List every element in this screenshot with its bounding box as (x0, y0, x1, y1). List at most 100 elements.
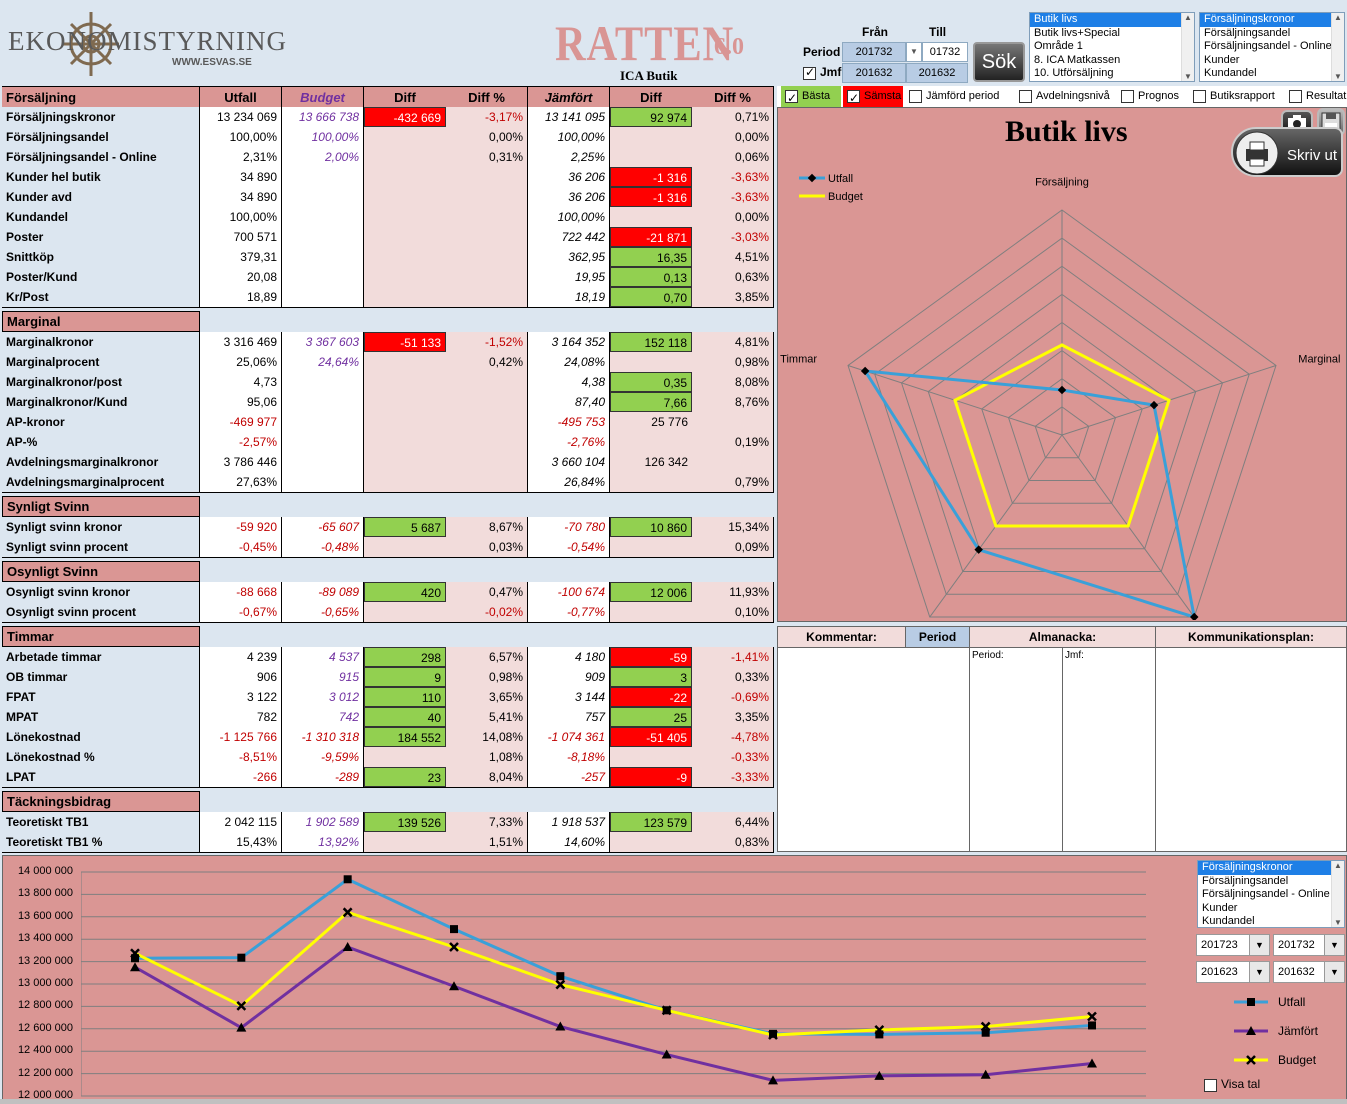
cell-jdiffp[interactable]: -0,33% (692, 747, 774, 767)
calendar-jmf[interactable]: Jmf: (1063, 647, 1156, 851)
cell-jmf[interactable]: 87,40 (528, 392, 610, 412)
cell-utfall[interactable]: -59 920 (200, 517, 282, 537)
cell-diff[interactable] (364, 372, 446, 392)
listbox-option[interactable]: Försäljningskronor (1200, 13, 1344, 27)
cell-diffp[interactable] (446, 187, 528, 207)
cell-jmf[interactable]: -0,54% (528, 537, 610, 557)
cell-jdiffp[interactable]: 6,44% (692, 812, 774, 832)
filter-3[interactable]: Avdelningsnivå (1015, 86, 1110, 107)
cell-diffp[interactable] (446, 247, 528, 267)
cell-jdiffp[interactable]: -3,03% (692, 227, 774, 247)
cell-budget[interactable] (282, 287, 364, 307)
listbox-option[interactable]: Butik livs (1030, 13, 1194, 27)
filter-2[interactable]: Jämförd period (905, 86, 999, 107)
cell-utfall[interactable]: 34 890 (200, 187, 282, 207)
cell-diff[interactable]: 184 552 (364, 727, 446, 747)
cell-diff[interactable]: 139 526 (364, 812, 446, 832)
cell-utfall[interactable]: -1 125 766 (200, 727, 282, 747)
cell-jmf[interactable]: 36 206 (528, 167, 610, 187)
cell-diffp[interactable]: 1,51% (446, 832, 528, 852)
cell-diffp[interactable]: 7,33% (446, 812, 528, 832)
cell-jdiff[interactable]: 92 974 (610, 107, 692, 127)
cell-jdiffp[interactable]: 3,85% (692, 287, 774, 307)
cell-jmf[interactable]: 4 180 (528, 647, 610, 667)
cell-utfall[interactable]: -469 977 (200, 412, 282, 432)
cell-jdiff[interactable]: 0,70 (610, 287, 692, 307)
cell-diff[interactable] (364, 432, 446, 452)
cell-jmf[interactable]: 3 144 (528, 687, 610, 707)
cell-diffp[interactable]: 0,47% (446, 582, 528, 602)
cell-jdiff[interactable]: -1 316 (610, 167, 692, 187)
cell-budget[interactable] (282, 392, 364, 412)
cell-jmf[interactable]: 100,00% (528, 207, 610, 227)
cell-budget[interactable] (282, 187, 364, 207)
cell-diffp[interactable]: -0,02% (446, 602, 528, 622)
cell-jdiffp[interactable]: 4,51% (692, 247, 774, 267)
cell-jdiff[interactable]: 126 342 (610, 452, 692, 472)
cell-diffp[interactable]: -1,52% (446, 332, 528, 352)
cell-jdiffp[interactable]: 8,08% (692, 372, 774, 392)
cell-jdiffp[interactable]: 4,81% (692, 332, 774, 352)
cell-jdiff[interactable]: -9 (610, 767, 692, 787)
cell-jmf[interactable]: 362,95 (528, 247, 610, 267)
cell-jdiffp[interactable]: 0,00% (692, 127, 774, 147)
cell-jdiffp[interactable]: 0,79% (692, 472, 774, 492)
cell-utfall[interactable]: 4,73 (200, 372, 282, 392)
cell-diffp[interactable]: 8,67% (446, 517, 528, 537)
cell-jdiffp[interactable]: 0,10% (692, 602, 774, 622)
cell-jmf[interactable]: -257 (528, 767, 610, 787)
listbox-option[interactable]: Försäljningsandel - Online (1202, 888, 1330, 900)
cell-jdiff[interactable]: 0,35 (610, 372, 692, 392)
cell-budget[interactable] (282, 432, 364, 452)
listbox-option[interactable]: Kunder (1204, 53, 1240, 66)
cell-diffp[interactable]: -3,17% (446, 107, 528, 127)
cell-diffp[interactable]: 14,08% (446, 727, 528, 747)
cell-jdiff[interactable] (610, 747, 692, 767)
cell-diffp[interactable] (446, 207, 528, 227)
cell-diff[interactable] (364, 287, 446, 307)
cell-jmf[interactable]: 1 918 537 (528, 812, 610, 832)
cell-utfall[interactable]: 100,00% (200, 127, 282, 147)
chart-from-dropdown[interactable]: 201723 ▼ (1196, 934, 1270, 956)
search-button[interactable]: Sök (973, 42, 1025, 82)
cell-jdiff[interactable] (610, 602, 692, 622)
cell-diffp[interactable]: 1,08% (446, 747, 528, 767)
cell-jmf[interactable]: -8,18% (528, 747, 610, 767)
cell-jdiff[interactable] (610, 537, 692, 557)
measure-listbox[interactable]: Försäljningskronor Försäljningsandel Försä… (1199, 12, 1345, 82)
cell-diff[interactable] (364, 227, 446, 247)
cell-utfall[interactable]: 3 122 (200, 687, 282, 707)
cell-diffp[interactable] (446, 432, 528, 452)
cell-budget[interactable]: -289 (282, 767, 364, 787)
cell-diffp[interactable] (446, 412, 528, 432)
listbox-option[interactable]: Försäljningsandel (1204, 26, 1291, 39)
cell-diff[interactable] (364, 392, 446, 412)
cell-jdiff[interactable]: -1 316 (610, 187, 692, 207)
cell-diff[interactable] (364, 207, 446, 227)
cell-utfall[interactable]: 95,06 (200, 392, 282, 412)
cell-utfall[interactable]: 2,31% (200, 147, 282, 167)
cell-utfall[interactable]: 906 (200, 667, 282, 687)
filter-6[interactable]: Resultat (1285, 86, 1346, 107)
cell-budget[interactable]: 13,92% (282, 832, 364, 852)
cell-budget[interactable] (282, 227, 364, 247)
cell-budget[interactable]: 3 367 603 (282, 332, 364, 352)
filter-checkbox[interactable] (1289, 89, 1302, 103)
cell-utfall[interactable]: 3 786 446 (200, 452, 282, 472)
cell-jdiffp[interactable]: 0,83% (692, 832, 774, 852)
cell-budget[interactable]: -1 310 318 (282, 727, 364, 747)
listbox-option[interactable]: Butik livs+Special (1034, 26, 1120, 39)
cell-jmf[interactable]: 3 164 352 (528, 332, 610, 352)
listbox-option[interactable]: Kundandel (1204, 67, 1257, 79)
filter-0[interactable]: Bästa (781, 86, 841, 109)
cell-budget[interactable]: 1 902 589 (282, 812, 364, 832)
cell-budget[interactable]: 742 (282, 707, 364, 727)
cell-diffp[interactable]: 3,65% (446, 687, 528, 707)
cell-budget[interactable] (282, 207, 364, 227)
cell-jdiffp[interactable] (692, 412, 774, 432)
chart-jmf-from-dropdown[interactable]: 201623 ▼ (1196, 961, 1270, 983)
cell-diff[interactable] (364, 147, 446, 167)
cell-diff[interactable]: 298 (364, 647, 446, 667)
cell-diffp[interactable]: 0,00% (446, 127, 528, 147)
listbox-option[interactable]: Försäljningsandel (1202, 874, 1289, 887)
